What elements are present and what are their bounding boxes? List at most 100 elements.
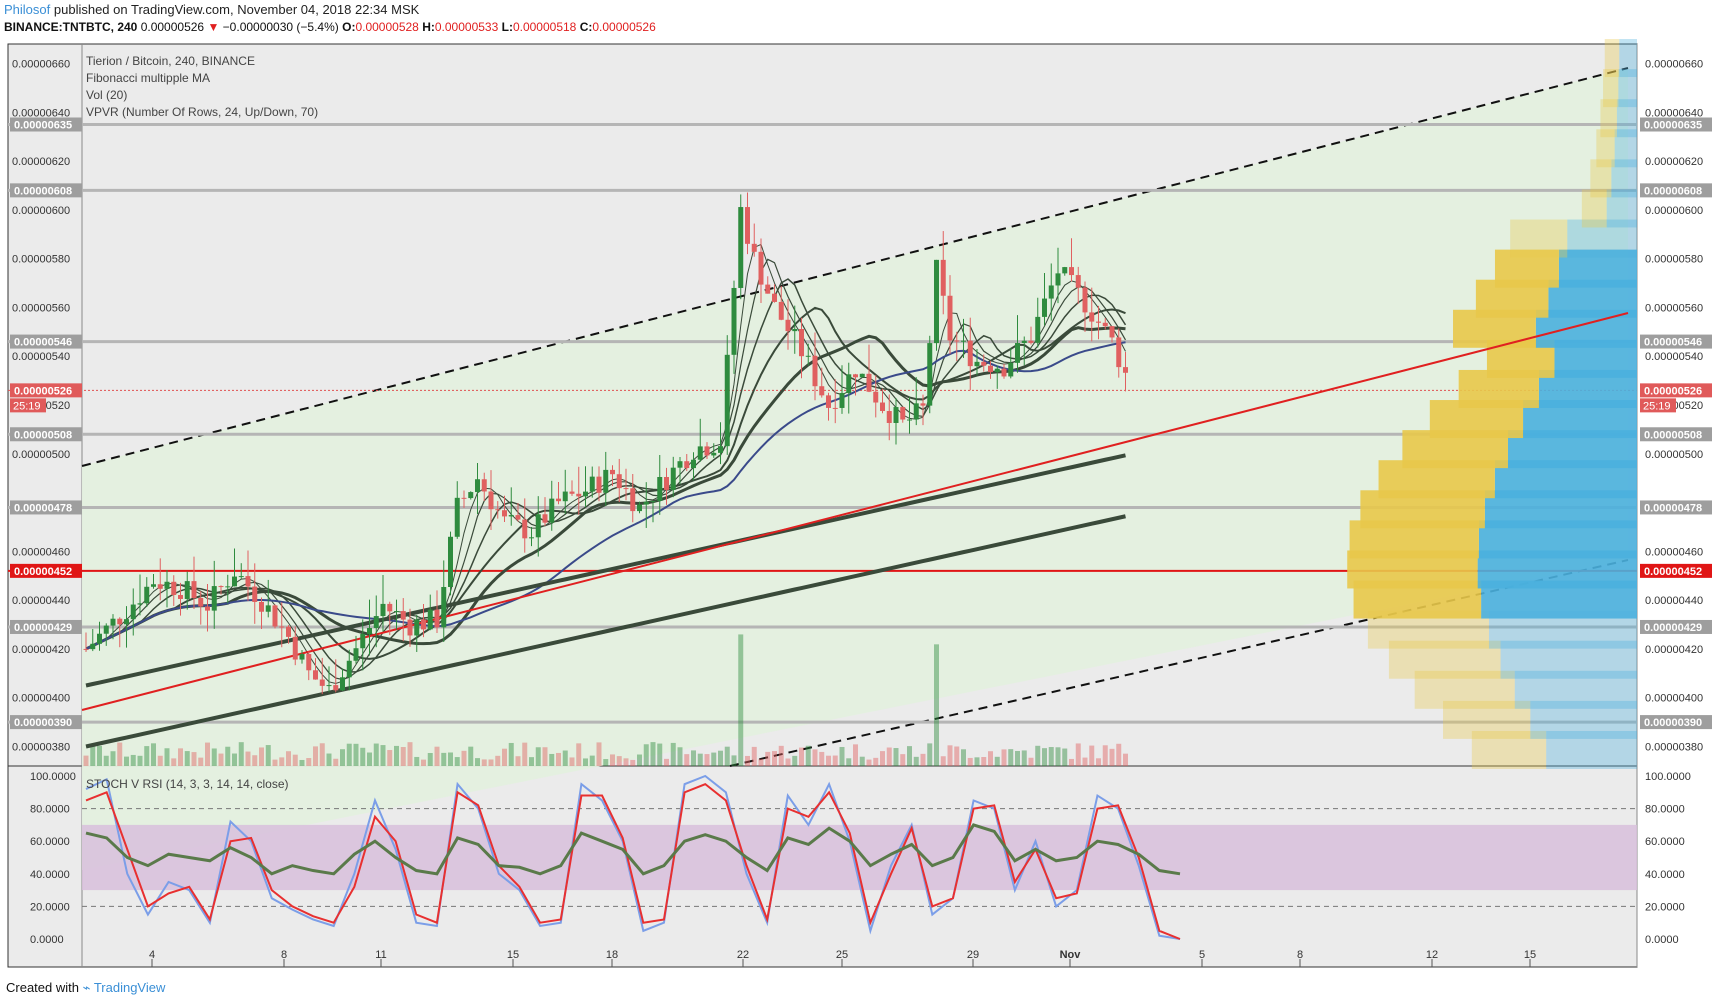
candle-body	[934, 259, 939, 344]
level-tag	[1640, 183, 1712, 198]
candle-body	[596, 476, 602, 493]
channel-fill	[82, 68, 1628, 870]
level-tag-text: 0.00000390	[1644, 717, 1702, 729]
volume-bar	[724, 746, 730, 766]
support-trendline	[81, 312, 1629, 711]
tradingview-logo-icon[interactable]: ⌁	[82, 980, 91, 995]
volume-bar	[1015, 750, 1020, 766]
last-price-tag	[10, 383, 82, 398]
oscillator-pane	[82, 774, 1637, 940]
candle-body	[1075, 275, 1081, 288]
candle-body	[225, 586, 231, 588]
candle-body	[738, 207, 744, 288]
candle-body	[171, 581, 177, 595]
level-tag	[10, 183, 82, 198]
volume-bar	[225, 746, 231, 766]
candle-body	[272, 605, 278, 627]
volume-bar	[259, 747, 264, 766]
last-price-tag	[1640, 383, 1712, 398]
last-price: 0.00000526	[140, 20, 205, 34]
candle-body	[961, 340, 966, 342]
volume-bar	[286, 751, 291, 766]
candle-body	[994, 368, 1000, 373]
volume-bar	[205, 742, 210, 766]
volume-bar	[421, 759, 426, 766]
low-value: 0.00000518	[512, 20, 577, 34]
candle-body	[488, 491, 494, 510]
candle-body	[184, 581, 190, 599]
candle-body	[772, 293, 777, 302]
ma-line	[85, 453, 1126, 688]
volume-bar	[704, 754, 710, 766]
stoch-k-line	[85, 774, 1181, 940]
vp-up-bar	[1500, 640, 1637, 679]
volume-bar	[940, 756, 946, 766]
volume-bar	[1096, 758, 1101, 766]
volume-bar	[596, 742, 602, 766]
publisher-user[interactable]: Philosof	[4, 2, 51, 17]
footer: Created with ⌁ TradingView	[6, 980, 165, 996]
candle-body	[299, 654, 305, 660]
volume-bar	[994, 756, 1000, 766]
volume-bar	[252, 755, 258, 766]
candle-body	[778, 301, 784, 320]
volume-bar	[90, 744, 96, 766]
volume-bar	[981, 757, 987, 766]
symbol-line: BINANCE:TNTBTC, 240 0.00000526 ▼ −0.0000…	[4, 20, 656, 34]
candle-body	[974, 361, 980, 367]
change-arrow-icon: ▼	[207, 20, 220, 34]
candle-body	[610, 469, 615, 475]
footer-brand[interactable]: TradingView	[93, 980, 166, 995]
candle-body	[650, 500, 656, 502]
candle-body	[502, 510, 507, 517]
x-tick-label: 11	[375, 949, 386, 961]
volume-bar	[758, 758, 764, 766]
volume-bar	[272, 759, 278, 766]
y-tick-left: 0.00000560	[12, 302, 70, 314]
candle-body	[745, 207, 750, 244]
volume-bar	[407, 742, 413, 766]
volume-bar	[427, 752, 433, 766]
candle-body	[637, 504, 642, 512]
axes: 0.00000380 0.00000380 0.00000400 0.00000400…	[10, 59, 1712, 967]
candle-body	[920, 403, 926, 406]
volume-bar	[151, 743, 156, 766]
volume-bar	[198, 757, 204, 766]
volume-bar	[475, 758, 480, 766]
candle-body	[988, 365, 993, 373]
publisher-line: Philosof published on TradingView.com, N…	[4, 2, 419, 17]
candle-body	[90, 643, 96, 650]
candle-body	[97, 633, 102, 644]
y-tick-left: 0.00000640	[12, 107, 70, 119]
candle-body	[623, 488, 629, 490]
volume-bar	[434, 746, 440, 766]
volume-bar	[522, 742, 528, 766]
candle-body	[805, 355, 811, 357]
volume-bar	[1008, 749, 1014, 766]
candle-body	[1062, 267, 1068, 274]
x-tick-label: 5	[1199, 949, 1205, 961]
candle-body	[927, 343, 933, 406]
x-tick-label: Nov	[1060, 949, 1082, 961]
y-tick-right: 0.00000400	[1645, 693, 1703, 705]
osc-tick-left: 0.0000	[30, 934, 64, 946]
volume-bar	[846, 758, 852, 766]
candle-body	[562, 491, 568, 502]
ma-line	[85, 341, 1126, 650]
volume-bar	[103, 755, 109, 766]
x-tick-label: 15	[507, 949, 519, 961]
level-tag-text: 0.00000478	[14, 502, 72, 514]
candle-body	[913, 403, 919, 420]
candle-body	[461, 497, 467, 499]
candle-body	[164, 581, 170, 589]
level-tag	[10, 715, 82, 730]
level-tag	[1640, 117, 1712, 132]
volume-bar	[711, 752, 717, 766]
volume-bar	[974, 757, 980, 766]
candle-body	[1042, 298, 1047, 317]
x-tick-label: 29	[967, 949, 979, 961]
candle-body	[826, 395, 831, 408]
volume-bar	[826, 755, 831, 766]
candle-body	[306, 654, 312, 671]
